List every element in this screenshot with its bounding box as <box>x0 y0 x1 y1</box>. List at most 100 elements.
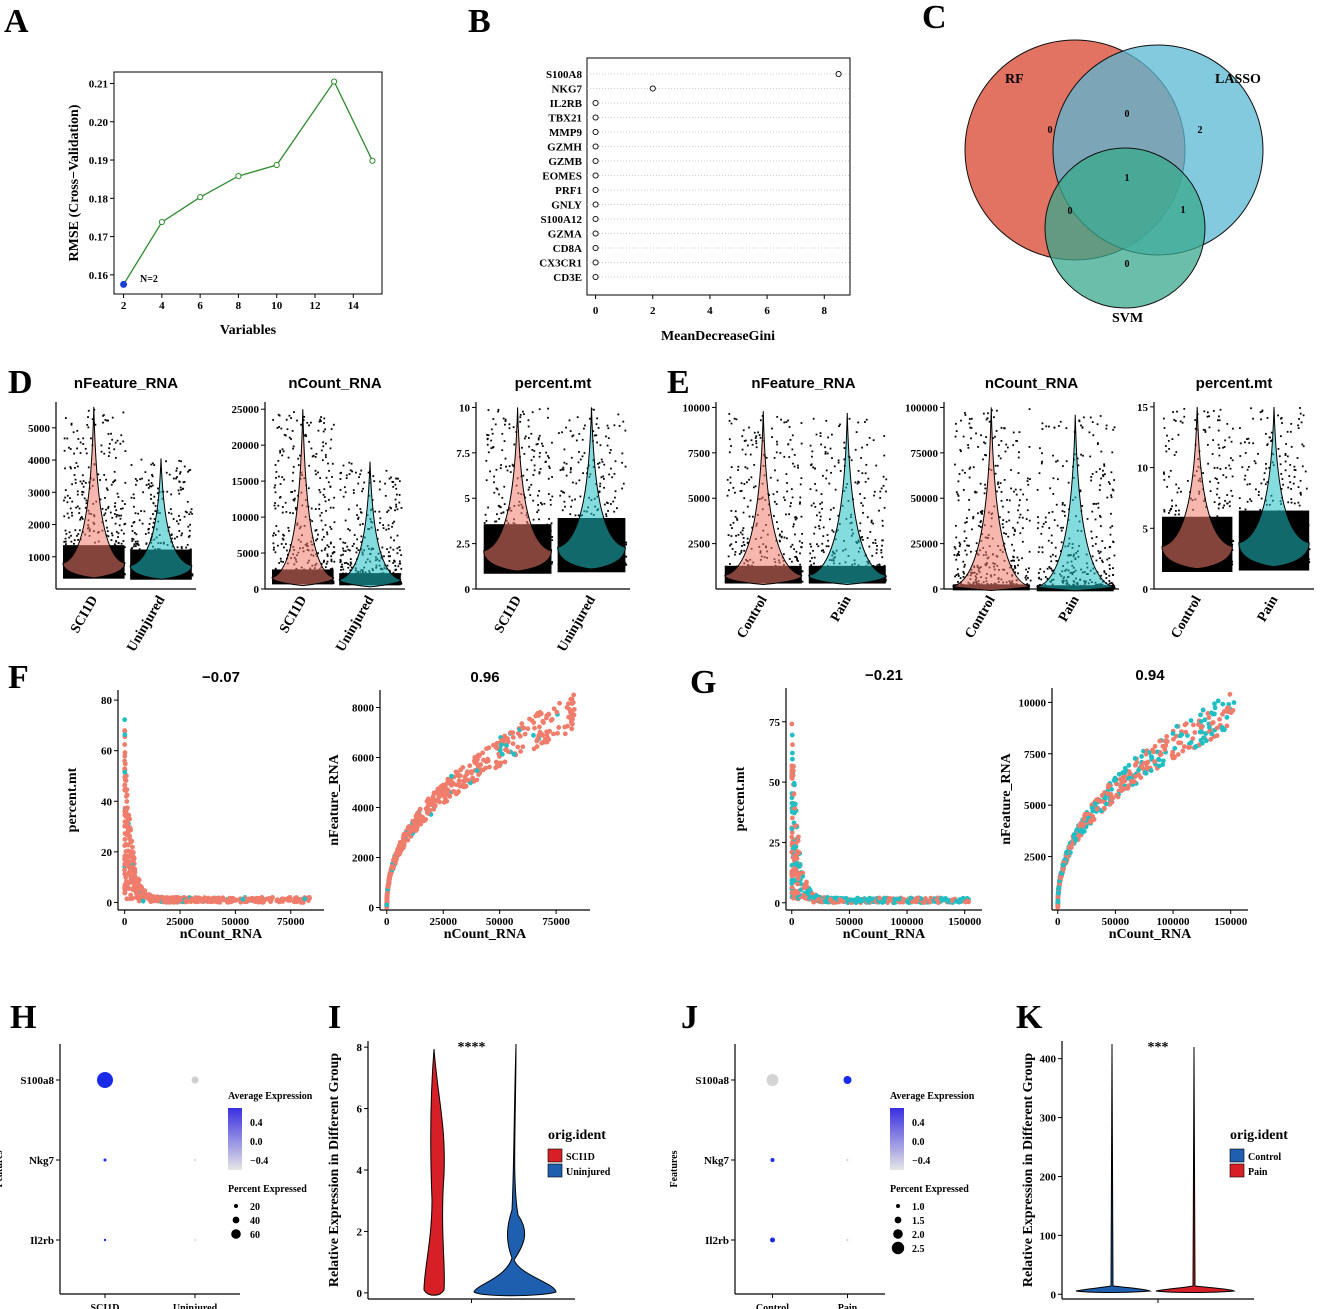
cell-point <box>809 543 812 545</box>
cell-point <box>389 546 392 549</box>
group-label: Uninjured <box>333 593 377 654</box>
cell-point <box>1012 568 1015 571</box>
cell-point <box>785 473 788 476</box>
cell-point <box>980 520 982 523</box>
cell-point <box>395 477 397 480</box>
cell-point <box>1025 578 1028 581</box>
cell-point <box>955 558 958 561</box>
cell-point <box>1168 509 1171 512</box>
cell-point <box>569 471 572 474</box>
cell-point <box>593 434 596 437</box>
cell-point <box>1050 542 1053 544</box>
cell-point <box>279 449 282 452</box>
cell-point <box>114 441 117 444</box>
cell-point <box>103 514 106 517</box>
y-tick-label: 4000 <box>28 455 51 467</box>
cell-point <box>496 488 499 491</box>
cell-point <box>178 459 181 462</box>
cell-point <box>597 427 600 429</box>
cell-point <box>1164 445 1167 447</box>
cell-point <box>178 515 180 517</box>
cell-point <box>281 537 284 540</box>
cell-point <box>974 491 977 494</box>
y-axis-label: RMSE (Cross−Validation) <box>67 104 82 261</box>
cell-point <box>118 514 121 517</box>
cell-point <box>1101 559 1103 562</box>
cell-point <box>575 439 578 442</box>
cell-point <box>1218 496 1221 499</box>
cell-point <box>73 542 75 545</box>
cell-point <box>819 435 822 437</box>
y-tick-label: 50000 <box>911 493 939 505</box>
cell-point <box>878 563 881 566</box>
cell-point <box>290 417 292 419</box>
cell-point <box>625 543 627 546</box>
cell-point <box>980 434 982 437</box>
cell-point <box>1111 488 1114 491</box>
cell-point <box>116 492 119 495</box>
gini-point <box>592 259 599 266</box>
cell-point <box>1054 555 1057 558</box>
cell-point <box>579 458 582 461</box>
cell-point <box>1216 466 1219 469</box>
cell-point <box>288 414 291 417</box>
cell-point <box>818 511 821 514</box>
cell-point <box>511 463 514 466</box>
cell-point <box>1171 505 1173 508</box>
cell-point <box>572 481 574 484</box>
cell-point <box>277 530 280 533</box>
cell-point <box>1046 577 1049 580</box>
cell-point <box>397 477 399 480</box>
cell-point <box>1231 475 1234 478</box>
cell-point <box>320 519 323 522</box>
cell-point <box>293 497 296 500</box>
cell-point <box>822 551 825 554</box>
gini-point <box>592 244 599 252</box>
cell-point <box>956 581 959 583</box>
cell-point <box>819 503 822 505</box>
group-label: Uninjured <box>124 593 168 654</box>
cell-point <box>864 480 867 483</box>
cell-point <box>729 481 732 484</box>
cell-point <box>785 513 787 516</box>
cell-point <box>282 538 285 541</box>
cell-point <box>1089 455 1092 458</box>
venn-label-svm: SVM <box>1112 311 1143 326</box>
violin-shape <box>952 407 1031 592</box>
cell-point <box>139 478 141 481</box>
cell-point <box>746 537 749 540</box>
cell-point <box>188 529 191 532</box>
cell-point <box>783 536 786 539</box>
cell-point <box>578 432 581 435</box>
cell-point <box>812 502 815 505</box>
cell-point <box>500 464 502 466</box>
cell-point <box>108 451 111 454</box>
cell-point <box>124 481 127 484</box>
cell-point <box>1224 467 1227 469</box>
cell-point <box>1038 546 1041 549</box>
cell-point <box>131 530 134 532</box>
cell-point <box>283 534 285 537</box>
cell-point <box>1226 502 1229 505</box>
cell-point <box>1052 493 1055 495</box>
cell-point <box>1097 550 1100 552</box>
cell-point <box>141 522 144 525</box>
cell-point <box>390 476 392 479</box>
cell-point <box>1095 471 1098 473</box>
cell-point <box>524 435 527 438</box>
cell-point <box>1204 431 1207 433</box>
cell-point <box>71 500 74 503</box>
cell-point <box>825 477 828 480</box>
cell-point <box>1062 526 1065 529</box>
cell-point <box>790 488 793 491</box>
cell-point <box>120 529 123 532</box>
violin-shape <box>62 406 126 579</box>
cell-point <box>1163 478 1166 481</box>
cell-point <box>357 482 360 485</box>
cell-point <box>485 459 488 462</box>
cell-point <box>70 422 73 425</box>
cell-point <box>350 562 353 565</box>
cell-point <box>180 488 182 491</box>
x-tick-label: 2 <box>121 300 127 312</box>
cell-point <box>105 508 107 511</box>
